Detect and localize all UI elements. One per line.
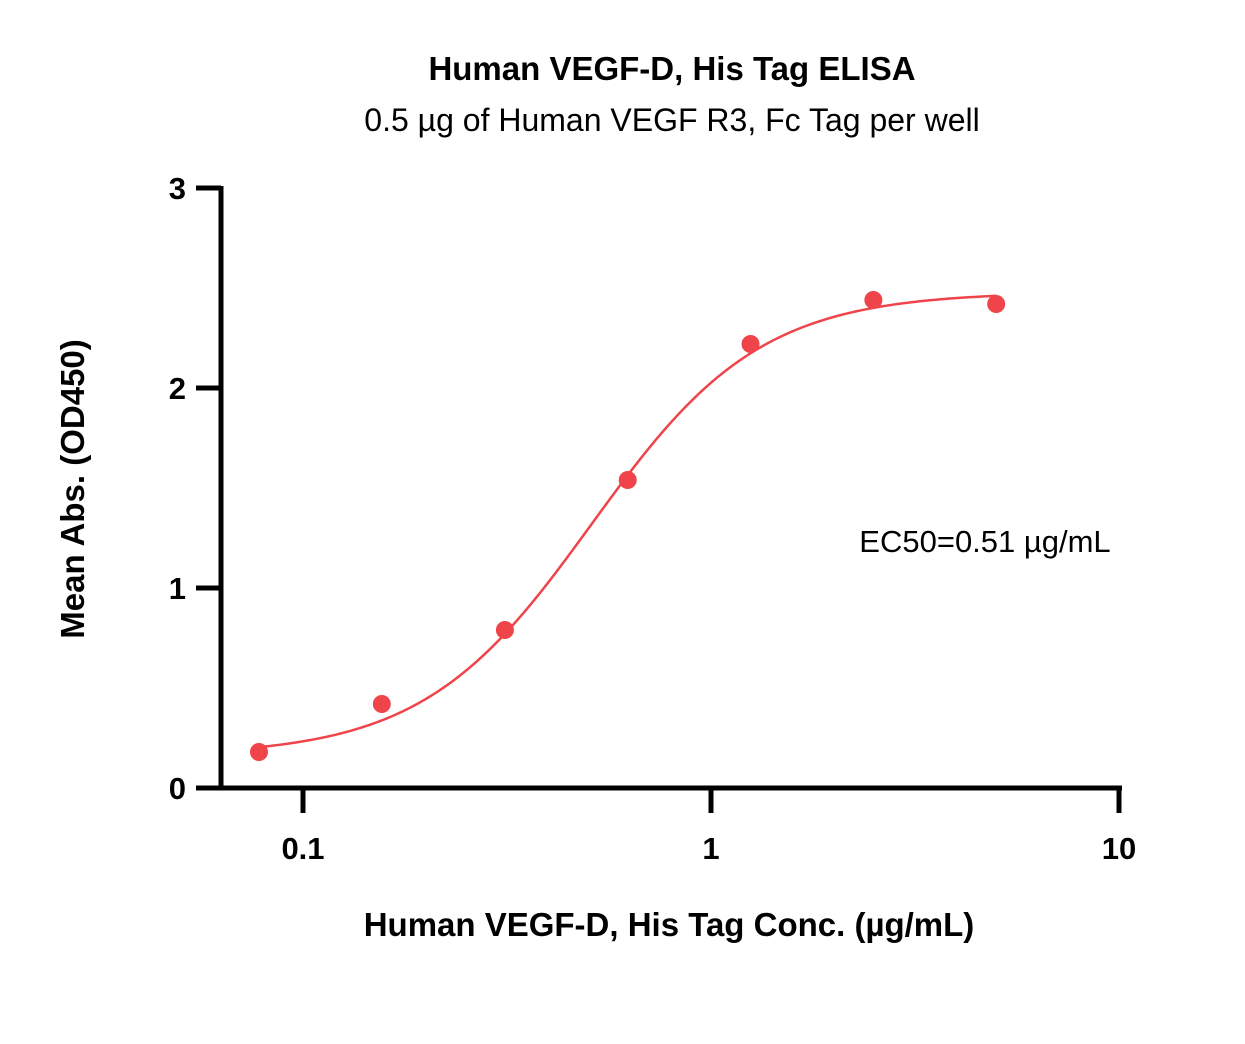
fit-curve bbox=[258, 294, 997, 749]
data-point bbox=[372, 695, 391, 713]
y-tick-label: 0 bbox=[169, 771, 186, 806]
x-tick-label: 0.1 bbox=[281, 831, 324, 866]
y-tick-label: 3 bbox=[169, 171, 186, 206]
x-tick-label: 10 bbox=[1102, 831, 1136, 866]
ec50-annotation: EC50=0.51 µg/mL bbox=[859, 524, 1110, 559]
data-points bbox=[249, 291, 1006, 761]
data-point bbox=[864, 291, 883, 309]
y-axis-label: Mean Abs. (OD450) bbox=[54, 339, 91, 639]
data-point bbox=[618, 471, 637, 489]
y-ticks: 0 1 2 3 bbox=[169, 171, 221, 806]
chart-subtitle: 0.5 µg of Human VEGF R3, Fc Tag per well bbox=[364, 102, 979, 138]
data-point bbox=[741, 335, 760, 353]
axes: 0 1 2 3 0.1 1 10 bbox=[169, 171, 1136, 866]
y-tick-label: 1 bbox=[169, 571, 186, 606]
chart-title: Human VEGF-D, His Tag ELISA bbox=[428, 50, 915, 87]
x-tick-label: 1 bbox=[702, 831, 719, 866]
x-axis-label: Human VEGF-D, His Tag Conc. (µg/mL) bbox=[364, 906, 975, 943]
x-ticks: 0.1 1 10 bbox=[281, 788, 1136, 866]
data-point bbox=[987, 295, 1006, 313]
data-point bbox=[249, 743, 268, 761]
data-point bbox=[495, 621, 514, 639]
y-tick-label: 2 bbox=[169, 371, 186, 406]
